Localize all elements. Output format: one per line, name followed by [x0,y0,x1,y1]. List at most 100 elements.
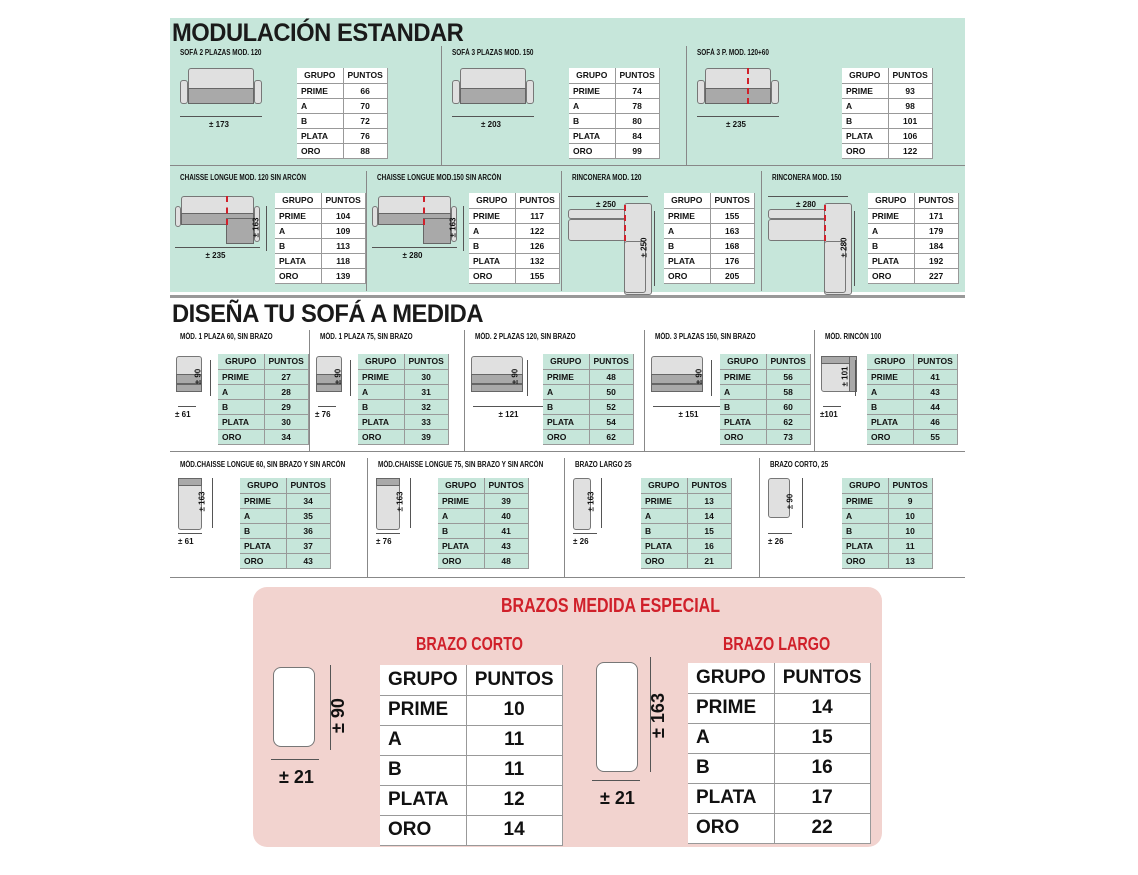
sofa-part [188,88,254,104]
puntos-cell: 155 [515,268,560,284]
grupo-cell: PLATA [469,253,516,269]
table-header: GRUPO PUNTOS [380,665,563,696]
grupo-cell: B [641,523,688,539]
puntos-cell: 28 [264,384,309,400]
grupo-cell: B [469,238,516,254]
points-table: GRUPO PUNTOS PRIME 9 A 10 B 10 PLATA 11 ORO 13 [842,478,933,569]
grupo-cell: B [720,399,767,415]
grupo-cell: ORO [720,429,767,445]
points-table: GRUPO PUNTOS PRIME 155 A 163 B 168 PLATA 176 ORO 20… [664,193,755,284]
sofa-part [471,374,523,384]
column-header: GRUPO [569,68,616,84]
depth-line [210,360,211,396]
table-row: B 16 [688,753,871,784]
grupo-cell: B [842,113,889,129]
width-line [178,406,196,407]
puntos-cell: 118 [321,253,366,269]
sofa-part [254,206,260,242]
module-cell: MÓD.CHAISSE LONGUE 60, SIN BRAZO Y SIN A… [170,458,368,577]
table-row: A 70 [297,98,388,114]
sofa-part [624,241,646,293]
depth-line [711,360,712,396]
table-row: ORO 34 [218,429,309,445]
column-header: PUNTOS [766,354,811,370]
grupo-cell: PRIME [641,493,688,509]
table-row: PLATA 76 [297,128,388,144]
table-row: PLATA 16 [641,538,732,554]
table-header: GRUPO PUNTOS [297,68,388,84]
table-row: PRIME 74 [569,83,660,99]
sofa-part [651,384,703,392]
grupo-cell: PRIME [438,493,485,509]
module-title: MÓD.CHAISSE LONGUE 75, SIN BRAZO Y SIN A… [378,460,544,469]
sofa-part [175,206,181,227]
grupo-cell: A [358,384,405,400]
puntos-cell: 12 [466,785,563,816]
column-header: GRUPO [842,478,889,494]
depth-line [527,360,528,396]
puntos-cell: 11 [466,725,563,756]
puntos-cell: 106 [888,128,933,144]
column-header: GRUPO [240,478,287,494]
table-row: PRIME 56 [720,369,811,385]
depth-label: ± 90 [327,698,348,733]
points-table: GRUPO PUNTOS PRIME 117 A 122 B 126 PLATA 132 ORO 15… [469,193,560,284]
table-row: PLATA 37 [240,538,331,554]
module-cell: CHAISSE LONGUE MOD. 120 SIN ARCÓN ± 235 ± … [170,171,367,291]
width-line [271,759,319,760]
column-header: PUNTOS [913,354,958,370]
grupo-cell: B [569,113,616,129]
table-row: ORO 99 [569,143,660,159]
column-header: PUNTOS [484,478,529,494]
puntos-cell: 31 [404,384,449,400]
grupo-cell: PRIME [720,369,767,385]
grupo-cell: B [438,523,485,539]
table-header: GRUPO PUNTOS [218,354,309,370]
table-row: A 163 [664,223,755,239]
puntos-cell: 29 [264,399,309,415]
split-line [423,196,425,225]
table-row: PLATA 176 [664,253,755,269]
special-title: BRAZOS MEDIDA ESPECIAL [501,595,720,617]
table-row: A 179 [868,223,959,239]
puntos-cell: 46 [913,414,958,430]
table-row: PRIME 104 [275,208,366,224]
grupo-cell: PLATA [218,414,265,430]
puntos-cell: 55 [913,429,958,445]
grupo-cell: PLATA [297,128,344,144]
sofa-part [697,80,705,104]
grupo-cell: A [275,223,322,239]
table-row: PRIME 117 [469,208,560,224]
module-cell: MÓD. 2 PLAZAS 120, SIN BRAZO ± 121 ± 90 GRU… [465,330,645,451]
table-row: B 60 [720,399,811,415]
table-header: GRUPO PUNTOS [438,478,529,494]
grupo-cell: A [720,384,767,400]
puntos-cell: 98 [888,98,933,114]
table-row: B 11 [380,755,563,786]
width-label: ± 235 [726,120,746,129]
table-row: PRIME 13 [641,493,732,509]
grupo-cell: B [358,399,405,415]
width-line [318,406,336,407]
points-table: GRUPO PUNTOS PRIME 48 A 50 B 52 PLATA 54 ORO 62 [543,354,634,445]
puntos-cell: 104 [321,208,366,224]
table-row: B 29 [218,399,309,415]
grupo-cell: A [868,223,915,239]
table-row: ORO 155 [469,268,560,284]
puntos-cell: 84 [615,128,660,144]
table-row: PRIME 30 [358,369,449,385]
width-line [768,196,848,197]
module-title: CHAISSE LONGUE MOD.150 SIN ARCÓN [377,173,502,182]
module-title: RINCONERA MOD. 120 [572,173,642,182]
table-row: PRIME 14 [688,693,871,724]
puntos-cell: 93 [888,83,933,99]
sofa-part [768,219,826,241]
column-header: PUNTOS [615,68,660,84]
grupo-cell: PRIME [543,369,590,385]
table-row: ORO 21 [641,553,732,569]
grupo-cell: ORO [641,553,688,569]
puntos-cell: 32 [404,399,449,415]
width-line [697,116,779,117]
width-label: ± 173 [209,120,229,129]
depth-line [601,478,602,528]
